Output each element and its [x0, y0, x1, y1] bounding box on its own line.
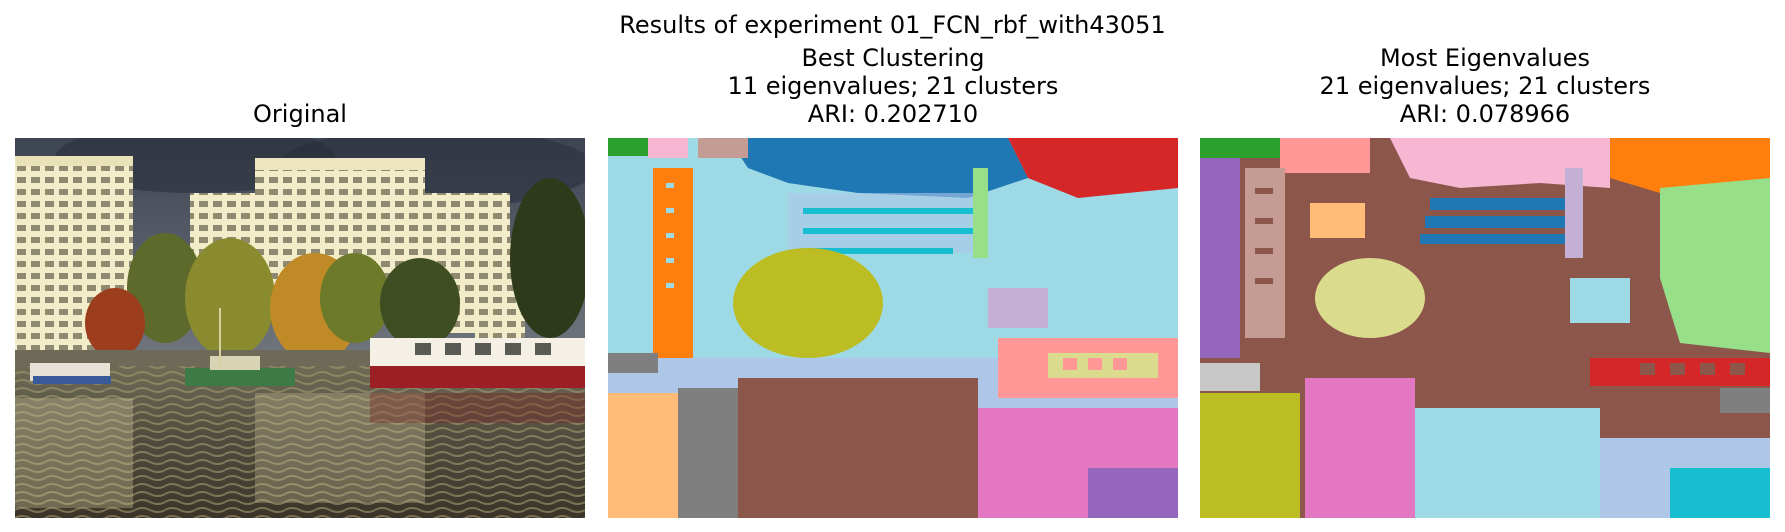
panel-title-original: Original [253, 100, 347, 128]
panel-original: Original [15, 0, 585, 532]
panel-title-line-2: 21 eigenvalues; 21 clusters [1319, 72, 1651, 100]
figure-suptitle: Results of experiment 01_FCN_rbf_with430… [619, 11, 1166, 39]
panel-title-line-2: 11 eigenvalues; 21 clusters [727, 72, 1059, 100]
original-photo [15, 138, 585, 518]
panel-title-line-1: Best Clustering [801, 44, 985, 72]
panel-best-clustering: Best Clustering 11 eigenvalues; 21 clust… [608, 0, 1178, 532]
best-clustering-map [608, 138, 1178, 518]
panel-most-eigenvalues: Most Eigenvalues 21 eigenvalues; 21 clus… [1200, 0, 1770, 532]
panel-title-line-3: ARI: 0.078966 [1399, 100, 1571, 128]
panel-title-line-3: ARI: 0.202710 [807, 100, 979, 128]
panel-title-line-1: Most Eigenvalues [1379, 44, 1591, 72]
most-eigenvalues-map [1200, 138, 1770, 518]
